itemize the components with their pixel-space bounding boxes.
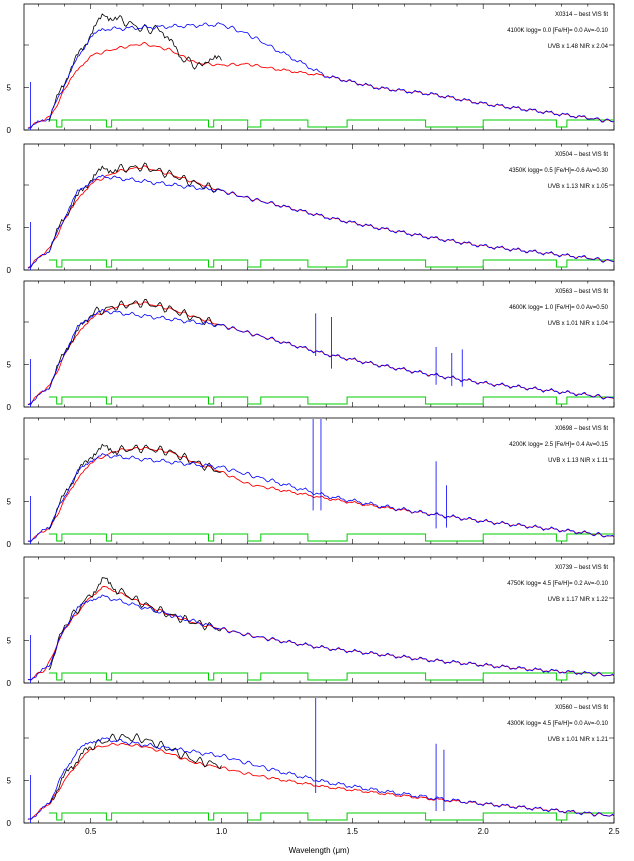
panel-frame xyxy=(23,3,615,131)
y-tick-label: 0 xyxy=(7,126,12,135)
panel-scale: UVB x 1.01 NIR x 1.21 xyxy=(548,737,609,743)
panel-params: 4600K logg= 1.0 [Fe/H]= 0.0 Av=0.50 xyxy=(509,305,608,311)
panel-params: 4350K logg= 0.5 [Fe/H]=-0.6 Av=0.30 xyxy=(509,168,609,174)
panel-params: 4750K logg= 4.5 [Fe/H]= 0.2 Av=-0.10 xyxy=(507,581,608,587)
spectrum-panel-2: 5 0 X0504 – best VIS fit 4350K logg= 0.5 [F… xyxy=(7,143,615,275)
uvb-nir-spectrum xyxy=(27,594,615,681)
vis-spectrum xyxy=(48,733,222,805)
uvb-nir-spectrum xyxy=(27,22,615,129)
model-spectrum xyxy=(27,41,615,129)
y-tick-label: 0 xyxy=(7,266,12,275)
panel-scale: UVB x 1.13 NIR x 1.05 xyxy=(548,184,609,190)
y-tick-label: 0 xyxy=(7,540,12,549)
panel-frame xyxy=(23,696,615,824)
vis-spectrum xyxy=(48,298,222,389)
spectrum-panel-1: 5 0 X0314 – best VIS fit 4100K logg= 0.0 [F… xyxy=(7,3,615,135)
y-tick-label: 5 xyxy=(7,637,12,646)
vis-spectrum xyxy=(48,443,222,530)
x-axis-label: Wavelength (μm) xyxy=(289,846,350,855)
panel-scale: UVB x 1.17 NIR x 1.22 xyxy=(548,597,609,603)
panel-scale: UVB x 1.01 NIR x 1.04 xyxy=(548,321,609,327)
panel-scale: UVB x 1.13 NIR x 1.11 xyxy=(548,458,609,464)
x-tick-label: 0.5 xyxy=(85,827,97,836)
mask-line xyxy=(48,259,614,268)
y-tick-label: 5 xyxy=(7,777,12,786)
y-tick-label: 5 xyxy=(7,84,12,93)
panel-params: 4100K logg= 0.0 [Fe/H]= 0.0 Av=-0.10 xyxy=(507,28,608,34)
panel-frame xyxy=(23,143,615,271)
y-tick-label: 5 xyxy=(7,498,12,507)
y-tick-label: 0 xyxy=(7,679,12,688)
uvb-nir-spectrum xyxy=(27,174,615,269)
panel-title: X0560 – best VIS fit xyxy=(555,705,608,711)
uvb-nir-spectrum xyxy=(27,308,615,406)
panel-frame xyxy=(23,417,615,545)
panel-frame xyxy=(23,280,615,408)
x-tick-label: 1.5 xyxy=(347,827,359,836)
panel-params: 4300K logg= 4.5 [Fe/H]= 0.0 Av=-0.10 xyxy=(507,721,608,727)
mask-line xyxy=(48,533,614,542)
panel-title: X0563 – best VIS fit xyxy=(555,289,608,295)
panel-params: 4200K logg= 2.5 [Fe/H]= 0.4 Av=0.15 xyxy=(509,442,608,448)
x-tick-label: 2.0 xyxy=(478,827,490,836)
panel-title: X0314 – best VIS fit xyxy=(555,12,608,18)
spectrum-panel-3: 5 0 X0563 – best VIS fit 4600K logg= 1.0 [F… xyxy=(7,280,615,412)
y-tick-label: 5 xyxy=(7,361,12,370)
spectrum-panel-4: 5 0 X0698 – best VIS fit 4200K logg= 2.5 [F… xyxy=(7,417,615,549)
panel-title: X0504 – best VIS fit xyxy=(555,152,608,158)
panel-title: X0698 – best VIS fit xyxy=(555,426,608,432)
x-tick-label: 1.0 xyxy=(216,827,228,836)
mask-line xyxy=(48,672,614,681)
spectrum-panel-6: 5 0 X0560 – best VIS fit 4300K logg= 4.5 [F… xyxy=(7,696,615,828)
panel-frame xyxy=(23,556,615,684)
vis-spectrum xyxy=(48,577,222,671)
uvb-nir-spectrum xyxy=(27,737,615,820)
mask-line xyxy=(48,812,614,821)
vis-spectrum xyxy=(48,13,222,122)
y-tick-label: 5 xyxy=(7,224,12,233)
mask-line xyxy=(48,396,614,405)
panel-scale: UVB x 1.48 NIR x 2.04 xyxy=(548,44,609,50)
mask-line xyxy=(48,119,614,128)
x-tick-label: 2.5 xyxy=(608,827,620,836)
spectrum-panel-5: 5 0 X0739 – best VIS fit 4750K logg= 4.5 [F… xyxy=(7,556,615,688)
y-tick-label: 0 xyxy=(7,819,12,828)
model-spectrum xyxy=(27,742,615,820)
panel-title: X0739 – best VIS fit xyxy=(555,565,608,571)
vis-spectrum xyxy=(48,162,222,253)
y-tick-label: 0 xyxy=(7,403,12,412)
